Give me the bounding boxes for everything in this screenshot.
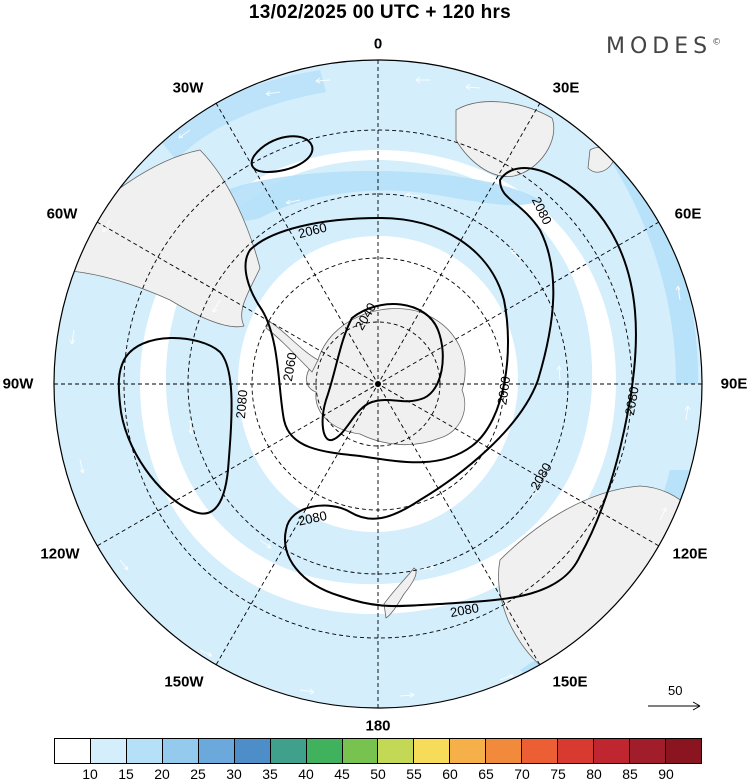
- brand-mark: ©: [712, 37, 722, 48]
- lon-label-150e: 150E: [552, 673, 588, 691]
- colorbar-tick-label: 50: [370, 766, 386, 782]
- wind-core-east: [604, 130, 699, 384]
- colorbar-swatch: [55, 739, 91, 763]
- colorbar-tick-label: 75: [550, 766, 566, 782]
- contour-2080-north: [250, 135, 314, 174]
- contour-labels: 2040 2060 2060 2060 2080 2080 2080 2080 …: [233, 194, 642, 620]
- contour-label-2060-west: 2060: [280, 351, 300, 382]
- antarctica-land: [306, 308, 466, 446]
- south-america-land: [59, 149, 261, 328]
- colorbar-tick-label: 30: [226, 766, 242, 782]
- colorbar-tick-label: 35: [262, 766, 278, 782]
- colorbar-swatch: [630, 739, 666, 763]
- colorbar-swatch: [342, 739, 379, 763]
- lon-label-60e: 60E: [674, 205, 702, 223]
- colorbar-swatch: [558, 739, 595, 763]
- colorbar-swatch: [665, 739, 701, 763]
- contour-2060: [244, 216, 509, 464]
- lon-label-150w: 150W: [164, 673, 204, 691]
- contour-label-2080-south: 2080: [297, 508, 328, 529]
- lon-label-90w: 90W: [2, 375, 34, 393]
- wind-core-northwest: [160, 70, 326, 160]
- colorbar: [54, 738, 702, 764]
- map-title: 13/02/2025 00 UTC + 120 hrs: [248, 2, 512, 23]
- brand-text: MODES: [606, 34, 713, 59]
- colorbar-swatch: [594, 739, 630, 763]
- colorbar-tick-label: 85: [622, 766, 638, 782]
- antarctic-peninsula-land: [265, 321, 319, 373]
- colorbar-tick-label: 15: [118, 766, 134, 782]
- colorbar-swatch: [270, 739, 307, 763]
- colorbar-tick-label: 60: [442, 766, 458, 782]
- lon-label-120w: 120W: [40, 545, 80, 563]
- colorbar-swatch: [414, 739, 451, 763]
- colorbar-swatch: [486, 739, 523, 763]
- colorbar-swatch: [234, 739, 271, 763]
- lon-label-60w: 60W: [46, 205, 78, 223]
- wind-vectors: [69, 76, 691, 698]
- south-pole-marker: [375, 381, 381, 387]
- colorbar-tick-label: 20: [154, 766, 170, 782]
- wind-core-arc: [213, 171, 540, 221]
- colorbar-tick-label: 80: [586, 766, 602, 782]
- brand-logo: MODES©: [606, 34, 721, 59]
- contour-label-2080-east: 2080: [622, 385, 642, 416]
- colorbar-tick-label: 70: [514, 766, 530, 782]
- colorbar-swatch: [198, 739, 235, 763]
- colorbar-swatch: [162, 739, 199, 763]
- colorbar-tick-label: 45: [334, 766, 350, 782]
- lon-label-30w: 30W: [172, 79, 204, 97]
- colorbar-tick-label: 90: [658, 766, 674, 782]
- contour-label-2080-southwest: 2080: [449, 600, 480, 620]
- africa-land: [455, 101, 555, 177]
- contour-2080-west: [117, 337, 233, 515]
- colorbar-swatch: [522, 739, 559, 763]
- contour-label-2080-west: 2080: [233, 389, 250, 419]
- lon-label-0: 0: [373, 35, 383, 53]
- colorbar-tick-label: 65: [478, 766, 494, 782]
- colorbar-swatch: [126, 739, 163, 763]
- height-contours: [117, 135, 637, 608]
- contour-2040: [321, 303, 444, 442]
- contour-label-2060-north: 2060: [297, 220, 329, 242]
- map-border: [53, 59, 703, 709]
- colorbar-swatch: [378, 739, 415, 763]
- colorbar-swatch: [306, 739, 343, 763]
- wind-shading-inner: [165, 160, 593, 585]
- contour-2080-east: [284, 167, 637, 608]
- colorbar-tick-label: 40: [298, 766, 314, 782]
- reference-vector-label: 50: [668, 683, 683, 698]
- colorbar-tick-label: 10: [82, 766, 98, 782]
- colorbar-tick-label: 25: [190, 766, 206, 782]
- reference-vector-arrow: [648, 701, 701, 711]
- lon-label-90e: 90E: [720, 375, 748, 393]
- lon-label-120e: 120E: [672, 545, 708, 563]
- lon-label-180: 180: [365, 717, 391, 735]
- colorbar-swatch: [450, 739, 487, 763]
- lon-label-30e: 30E: [552, 79, 580, 97]
- colorbar-swatch: [90, 739, 127, 763]
- colorbar-tick-label: 55: [406, 766, 422, 782]
- contour-label-2060-east: 2060: [494, 375, 513, 406]
